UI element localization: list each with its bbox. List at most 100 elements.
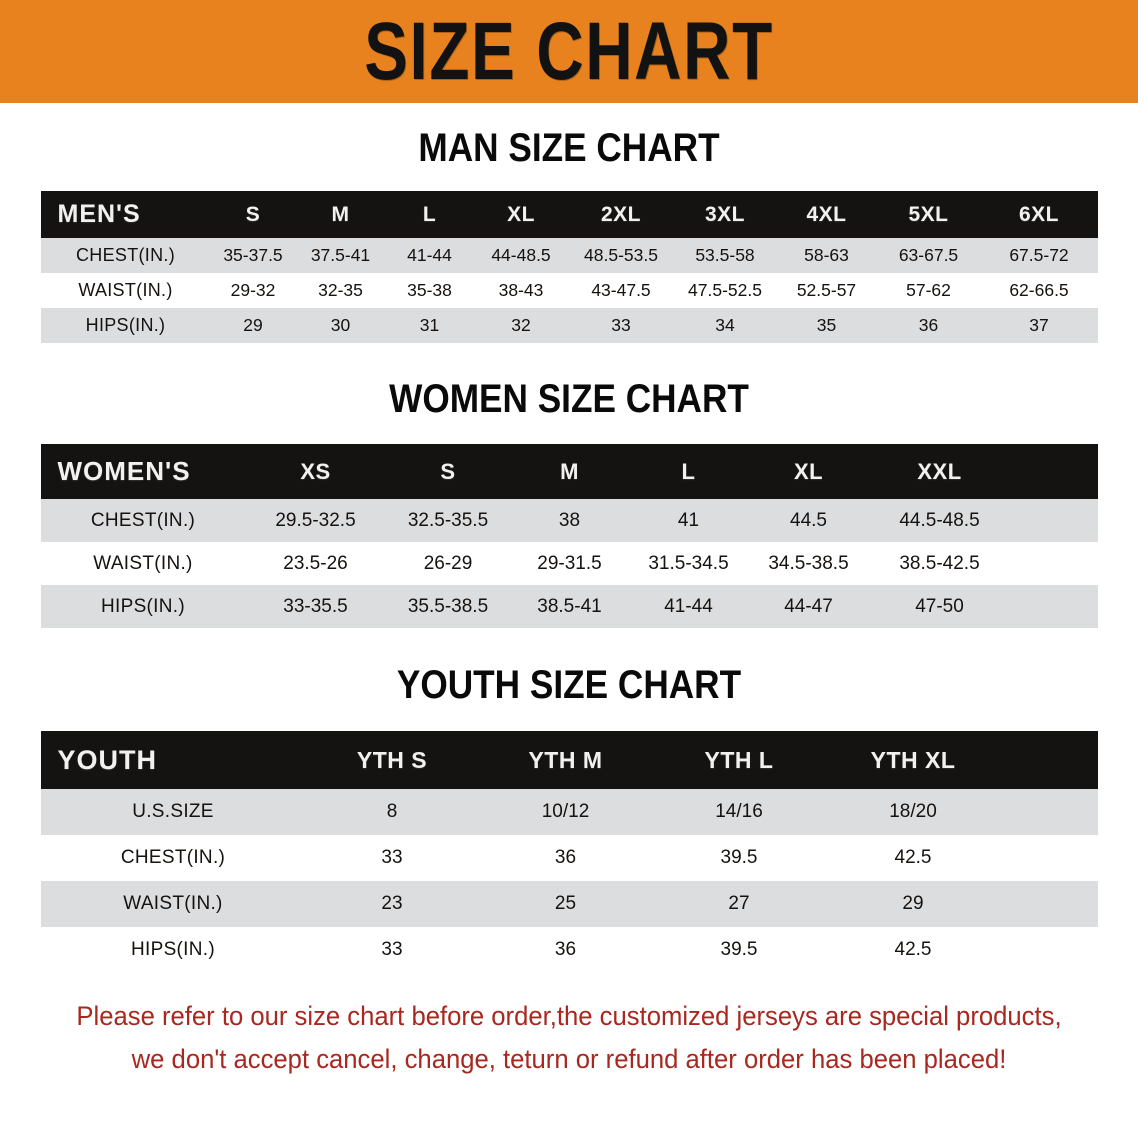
youth-cell: 36: [554, 939, 577, 960]
women-cell: 32.5-35.5: [407, 509, 489, 531]
youth-cell: 14/16: [715, 801, 763, 822]
man-row-label: CHEST(IN.): [76, 245, 175, 265]
man-cell: 32-35: [318, 280, 363, 300]
women-cell: 38.5-42.5: [899, 552, 980, 574]
man-column-header: L: [422, 202, 437, 226]
women-cell: 35.5-38.5: [407, 595, 489, 617]
disclaimer-line-2: we don't accept cancel, change, teturn o…: [131, 1043, 1007, 1074]
man-section-title: MAN SIZE CHART: [418, 126, 720, 170]
man-size-table: MEN'S S M L XL 2XL 3XL 4XL 5XL 6XL CHEST(IN.) 35-37…: [40, 191, 1098, 343]
women-column-header: XS: [300, 458, 331, 484]
youth-header-pad: [1001, 731, 1098, 789]
man-cell: 52.5-57: [796, 280, 857, 300]
youth-cell-pad: [1001, 927, 1098, 973]
youth-header-row: YOUTH YTH S YTH M YTH L YTH XL: [40, 731, 1098, 789]
youth-row-label: WAIST(IN.): [123, 893, 223, 914]
youth-cell: 23: [381, 893, 403, 914]
women-cell: 47-50: [915, 595, 964, 617]
man-column-header: XL: [507, 202, 535, 226]
page-title: SIZE CHART: [364, 5, 774, 97]
youth-column-header: YTH XL: [870, 746, 956, 773]
youth-cell: 42.5: [894, 939, 932, 960]
man-row-label: WAIST(IN.): [78, 280, 173, 300]
youth-cell: 42.5: [894, 847, 932, 868]
women-cell-pad: [1011, 542, 1098, 585]
women-column-header: XL: [793, 458, 824, 484]
women-section-title: WOMEN SIZE CHART: [389, 377, 749, 421]
women-size-table: WOMEN'S XS S M L XL XXL CHEST(IN.) 29.5-32.5 32.5…: [40, 444, 1098, 628]
man-cell: 58-63: [804, 245, 849, 265]
man-column-header: M: [331, 202, 350, 226]
youth-cell: 39.5: [720, 847, 758, 868]
youth-cell-pad: [1001, 881, 1098, 927]
women-cell-pad: [1011, 499, 1098, 542]
youth-cell-pad: [1001, 835, 1098, 881]
youth-size-table: YOUTH YTH S YTH M YTH L YTH XL U.S.SIZE 8 10/12…: [40, 731, 1098, 973]
man-cell: 48.5-53.5: [584, 245, 658, 265]
youth-cell: 39.5: [720, 939, 758, 960]
table-row: CHEST(IN.) 29.5-32.5 32.5-35.5 38 41 44.5 44.5…: [40, 499, 1098, 542]
youth-cell: 36: [554, 847, 577, 868]
man-column-header: 2XL: [600, 202, 641, 226]
table-row: CHEST(IN.) 35-37.5 37.5-41 41-44 44-48.5 48.5…: [40, 238, 1098, 273]
women-column-header: XXL: [917, 458, 962, 484]
youth-column-header: YTH S: [356, 746, 428, 773]
man-cell: 41-44: [407, 245, 452, 265]
man-cell: 35-38: [407, 280, 452, 300]
women-cell: 38: [558, 509, 581, 531]
man-column-header: 5XL: [908, 202, 949, 226]
man-cell: 62-66.5: [1009, 280, 1069, 300]
disclaimer-line-1: Please refer to our size chart before or…: [76, 1001, 1062, 1031]
man-cell: 67.5-72: [1009, 245, 1069, 265]
man-cell: 37.5-41: [310, 245, 371, 265]
man-cell: 53.5-58: [695, 245, 755, 265]
table-row: WAIST(IN.) 23.5-26 26-29 29-31.5 31.5-34.5 34…: [40, 542, 1098, 585]
women-column-header: M: [560, 458, 579, 484]
women-cell: 23.5-26: [283, 552, 348, 574]
youth-cell: 29: [902, 893, 924, 914]
table-row: HIPS(IN.) 29 30 31 32 33 34 35 36 37: [40, 308, 1098, 343]
women-cell: 38.5-41: [537, 595, 602, 617]
man-corner-label: MEN'S: [57, 200, 141, 228]
man-cell: 29-32: [230, 280, 276, 300]
youth-corner-label: YOUTH: [57, 744, 157, 775]
table-row: WAIST(IN.) 29-32 32-35 35-38 38-43 43-47.5 47.…: [40, 273, 1098, 308]
women-cell: 44.5-48.5: [899, 509, 980, 531]
youth-row-label: CHEST(IN.): [120, 847, 226, 868]
women-cell: 26-29: [423, 552, 473, 574]
women-header-pad: [1011, 444, 1098, 499]
women-cell: 34.5-38.5: [768, 552, 849, 574]
youth-cell: 33: [381, 939, 403, 960]
women-cell: 44-47: [784, 595, 833, 617]
youth-section-title-wrapper: YOUTH SIZE CHART: [0, 628, 1138, 731]
women-cell: 44.5: [790, 509, 827, 531]
man-column-header: 6XL: [1018, 202, 1059, 226]
man-cell: 57-62: [906, 280, 951, 300]
table-row: HIPS(IN.) 33-35.5 35.5-38.5 38.5-41 41-44 44-…: [40, 585, 1098, 628]
man-cell: 35-37.5: [223, 245, 283, 265]
women-row-label: CHEST(IN.): [90, 509, 196, 531]
man-cell: 34: [715, 315, 735, 335]
order-disclaimer: Please refer to our size chart before or…: [56, 995, 1082, 1080]
youth-cell: 25: [554, 893, 577, 914]
man-cell: 31: [419, 315, 440, 335]
page-banner: SIZE CHART: [0, 0, 1138, 103]
youth-column-header: YTH L: [704, 746, 774, 773]
youth-cell: 10/12: [541, 801, 590, 822]
man-cell: 33: [611, 315, 631, 335]
youth-section-title: YOUTH SIZE CHART: [396, 663, 742, 707]
man-header-row: MEN'S S M L XL 2XL 3XL 4XL 5XL 6XL: [40, 191, 1098, 238]
table-row: HIPS(IN.) 33 36 39.5 42.5: [40, 927, 1098, 973]
women-column-header: S: [440, 458, 456, 484]
man-cell: 63-67.5: [898, 245, 959, 265]
man-cell: 35: [816, 315, 837, 335]
youth-cell: 8: [386, 801, 398, 822]
youth-column-header: YTH M: [528, 746, 603, 773]
man-column-header: S: [245, 202, 261, 226]
man-row-label: HIPS(IN.): [85, 315, 166, 335]
man-cell: 32: [511, 315, 531, 335]
women-section-title-wrapper: WOMEN SIZE CHART: [0, 343, 1138, 444]
man-section-title-wrapper: MAN SIZE CHART: [0, 103, 1138, 191]
youth-row-label: U.S.SIZE: [132, 801, 214, 822]
women-column-header: L: [681, 458, 696, 484]
